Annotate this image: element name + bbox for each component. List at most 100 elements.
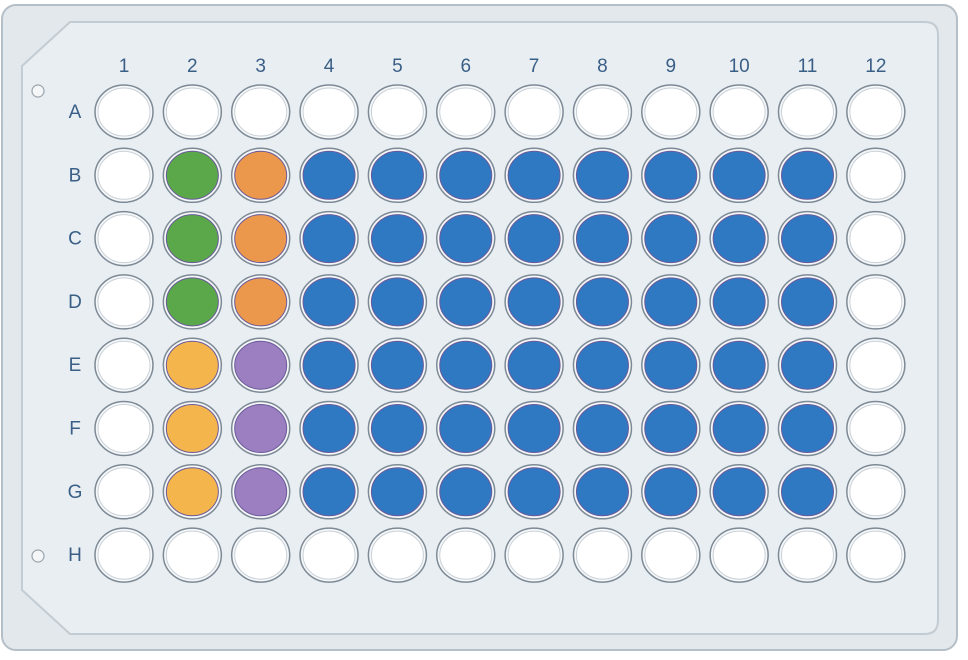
well xyxy=(234,150,288,200)
well xyxy=(712,214,766,264)
well xyxy=(370,214,424,264)
well xyxy=(234,214,288,264)
well xyxy=(370,404,424,453)
column-label: 9 xyxy=(666,56,677,77)
well xyxy=(849,340,903,390)
well xyxy=(165,340,219,390)
well xyxy=(439,150,493,200)
well xyxy=(370,467,424,517)
well xyxy=(165,277,219,327)
well xyxy=(439,87,493,137)
well xyxy=(644,404,698,453)
well xyxy=(507,530,561,580)
well xyxy=(849,467,903,517)
well xyxy=(302,87,356,137)
well xyxy=(644,87,698,137)
row-label: D xyxy=(68,292,82,313)
well xyxy=(781,277,834,327)
well xyxy=(781,530,834,580)
well xyxy=(97,214,151,264)
well xyxy=(575,467,629,517)
well xyxy=(781,87,834,137)
well xyxy=(575,87,629,137)
well xyxy=(507,404,561,453)
well xyxy=(575,404,629,453)
well xyxy=(370,340,424,390)
well xyxy=(439,214,493,264)
row-label: C xyxy=(68,229,82,250)
well xyxy=(781,340,834,390)
well xyxy=(507,340,561,390)
notch-dot xyxy=(31,84,45,98)
well xyxy=(439,530,493,580)
row-label: B xyxy=(69,165,82,186)
row-label: H xyxy=(68,545,82,566)
row-label: E xyxy=(69,355,82,376)
column-label: 11 xyxy=(798,56,818,77)
well xyxy=(302,277,356,327)
well xyxy=(575,277,629,327)
well xyxy=(370,530,424,580)
well xyxy=(370,87,424,137)
well xyxy=(712,150,766,200)
well xyxy=(97,277,151,327)
well xyxy=(507,87,561,137)
well xyxy=(712,404,766,453)
well xyxy=(507,150,561,200)
well xyxy=(507,214,561,264)
well xyxy=(165,214,219,264)
well xyxy=(165,87,219,137)
well xyxy=(575,340,629,390)
column-label: 2 xyxy=(187,56,198,77)
well xyxy=(575,530,629,580)
well xyxy=(234,404,288,453)
well xyxy=(165,150,219,200)
row-label: A xyxy=(69,102,82,123)
well xyxy=(97,467,151,517)
well xyxy=(507,277,561,327)
column-label: 1 xyxy=(119,56,130,77)
well xyxy=(234,277,288,327)
well xyxy=(781,404,834,453)
row-label: F xyxy=(69,419,81,440)
well xyxy=(97,150,151,200)
well xyxy=(712,340,766,390)
well xyxy=(97,340,151,390)
well xyxy=(849,214,903,264)
well xyxy=(644,214,698,264)
well xyxy=(712,87,766,137)
well xyxy=(97,530,151,580)
well xyxy=(234,340,288,390)
well xyxy=(644,530,698,580)
well xyxy=(234,87,288,137)
well xyxy=(439,277,493,327)
well xyxy=(849,150,903,200)
well xyxy=(165,404,219,453)
well xyxy=(165,530,219,580)
column-label: 6 xyxy=(460,56,471,77)
well xyxy=(97,87,151,137)
well xyxy=(849,87,903,137)
well xyxy=(439,404,493,453)
well xyxy=(575,150,629,200)
well xyxy=(439,340,493,390)
well xyxy=(234,530,288,580)
well xyxy=(302,404,356,453)
wells xyxy=(94,84,906,583)
well xyxy=(302,340,356,390)
well xyxy=(781,467,834,517)
well xyxy=(165,467,219,517)
well xyxy=(644,340,698,390)
well xyxy=(302,150,356,200)
row-label: G xyxy=(68,482,83,503)
well xyxy=(507,467,561,517)
well xyxy=(370,150,424,200)
well xyxy=(644,150,698,200)
column-label: 12 xyxy=(865,56,886,77)
well xyxy=(849,277,903,327)
well xyxy=(644,277,698,327)
well xyxy=(644,467,698,517)
well xyxy=(370,277,424,327)
